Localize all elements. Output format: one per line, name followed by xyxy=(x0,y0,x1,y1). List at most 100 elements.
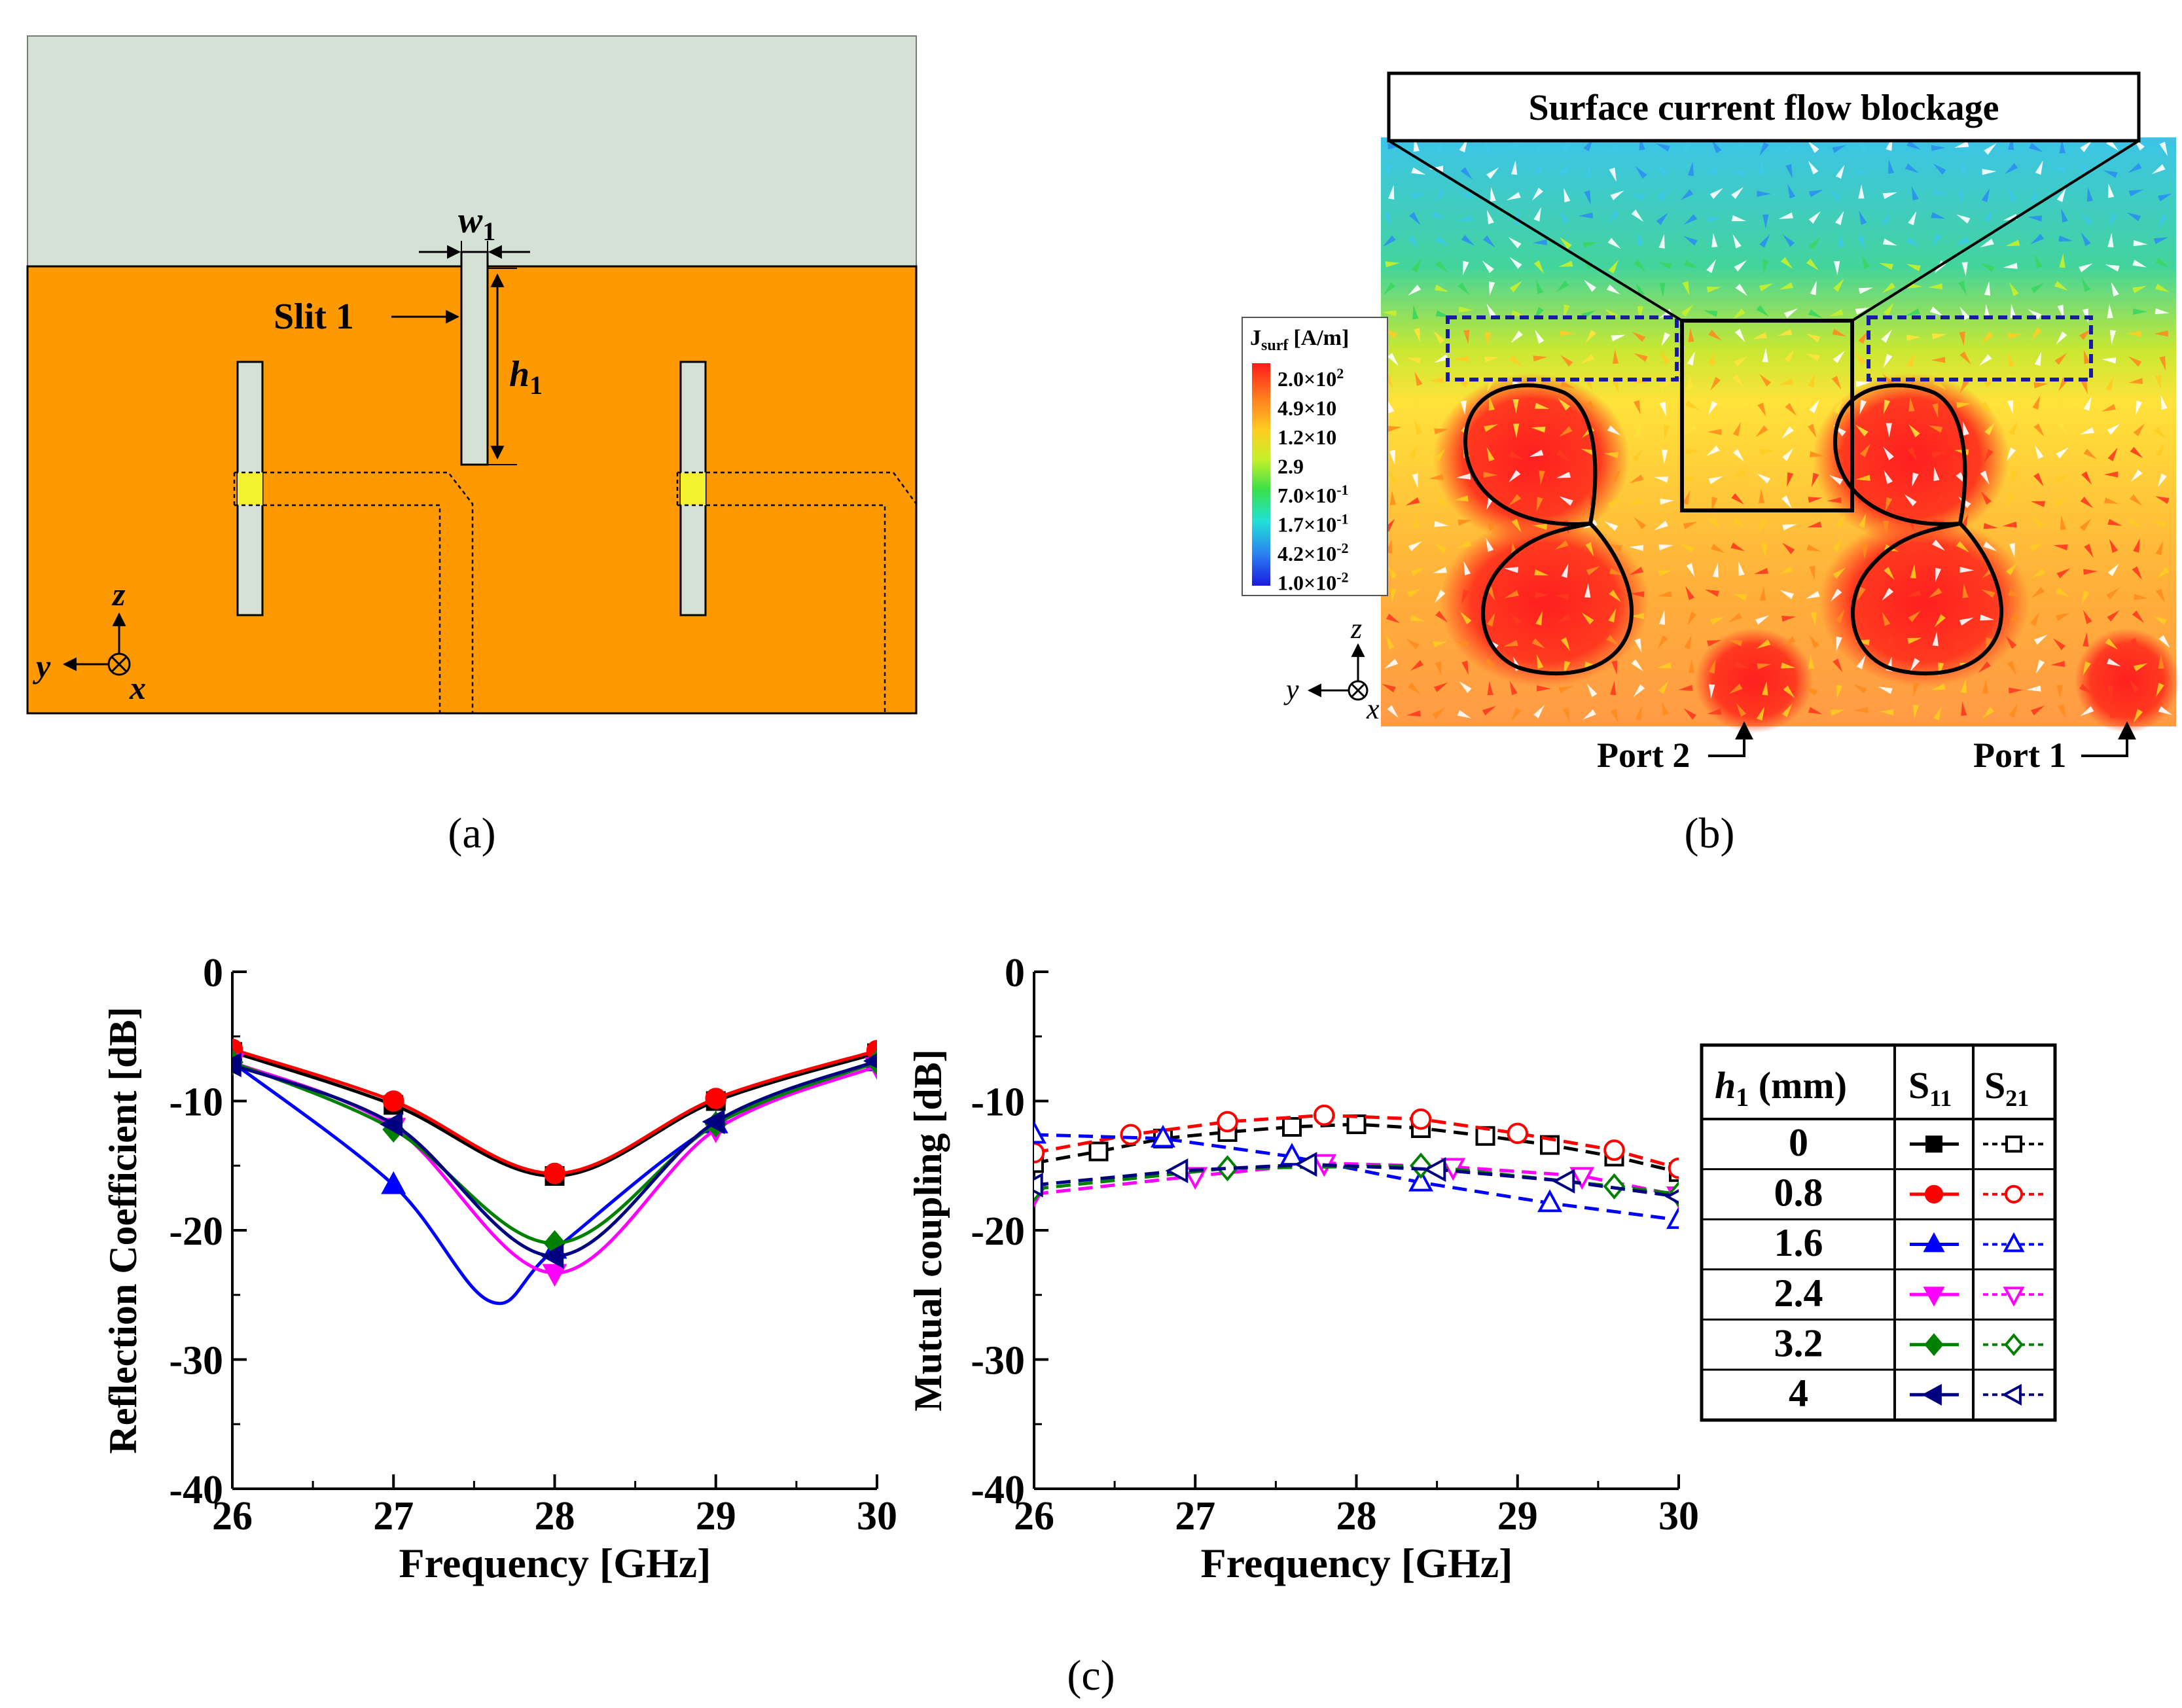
current-arrow xyxy=(1907,637,1922,645)
legend-header-h1: h1 (mm) xyxy=(1715,1064,1847,1112)
current-arrow xyxy=(1535,592,1550,599)
current-arrow xyxy=(1908,611,1922,622)
current-arrow xyxy=(1883,353,1893,368)
current-arrow xyxy=(1658,380,1673,390)
current-arrow xyxy=(1584,279,1597,292)
current-arrow xyxy=(2132,610,2145,623)
current-arrow xyxy=(1406,638,1420,650)
current-arrow xyxy=(1561,563,1569,578)
reflection-x-tick-label: 26 xyxy=(212,1494,253,1539)
mutual-series-4-point xyxy=(1423,1157,1446,1183)
current-arrow xyxy=(1833,567,1846,579)
current-arrow xyxy=(1511,330,1523,344)
current-arrow xyxy=(2059,139,2066,154)
current-arrow xyxy=(1488,396,1495,411)
current-arrow xyxy=(1858,287,1873,294)
mutual-y-tick-label: 0 xyxy=(1005,951,1025,995)
hot-spot-left-lower xyxy=(1440,517,1649,687)
current-arrow xyxy=(1831,376,1842,390)
current-arrow xyxy=(1387,565,1397,579)
reflection-series-0.8-point xyxy=(382,1090,404,1112)
current-arrow xyxy=(2061,207,2068,223)
current-arrow xyxy=(2005,240,2020,247)
left-feedline xyxy=(233,471,474,713)
current-arrow xyxy=(1931,357,1946,363)
current-arrow xyxy=(2133,538,2140,553)
current-arrow xyxy=(1910,658,1920,672)
colorbar-tick-label: 1.7×10-1 xyxy=(1278,511,1349,537)
right-feed-patch xyxy=(681,472,706,505)
legend-table: h1 (mm) S11 S21 0 0.8 1.6 2.4 3.2 4 xyxy=(1700,1043,2057,1422)
current-arrow xyxy=(1533,260,1545,274)
current-arrow xyxy=(1759,283,1774,292)
current-arrow xyxy=(1653,476,1668,483)
current-arrow xyxy=(1931,145,1946,151)
current-arrow xyxy=(1778,282,1794,290)
current-arrow xyxy=(1933,706,1942,721)
current-arrow xyxy=(1410,567,1425,577)
current-arrow xyxy=(2033,472,2044,487)
current-arrow xyxy=(1711,497,1718,512)
blockage-region xyxy=(1680,319,1854,512)
current-arrow xyxy=(1412,473,1418,488)
colorbar-tick-label: 1.2×10 xyxy=(1278,425,1336,449)
caption-a: (a) xyxy=(448,810,495,857)
current-arrow xyxy=(1434,428,1449,435)
current-arrow xyxy=(1687,611,1697,626)
current-arrow xyxy=(1858,330,1869,344)
current-arrow xyxy=(2156,588,2166,603)
current-arrow xyxy=(1610,190,1624,200)
current-arrow xyxy=(2132,285,2147,294)
current-arrow xyxy=(2030,501,2046,507)
current-arrow xyxy=(1707,429,1722,435)
current-arrow xyxy=(1656,143,1670,152)
current-arrow xyxy=(1805,353,1820,362)
current-arrow xyxy=(1657,188,1670,202)
current-arrow xyxy=(2007,589,2022,597)
current-arrow xyxy=(1728,639,1743,647)
current-arrow xyxy=(2007,660,2016,675)
current-arrow xyxy=(1607,544,1622,552)
mutual-series-3.2 xyxy=(1034,1152,1679,1207)
mutual-series-1.6-point xyxy=(1666,1206,1679,1229)
current-arrow xyxy=(2058,235,2073,242)
current-arrow xyxy=(1982,707,1995,719)
current-arrow xyxy=(2009,543,2015,558)
current-arrow xyxy=(1411,258,1422,273)
current-arrow xyxy=(2103,471,2119,478)
current-arrow xyxy=(1808,497,1823,503)
mutual-x-tick-label: 30 xyxy=(1658,1494,1699,1539)
current-arrow xyxy=(1558,686,1573,694)
current-arrow xyxy=(2030,188,2039,203)
current-arrow xyxy=(1388,185,1395,200)
current-arrow xyxy=(1934,494,1946,508)
current-arrow xyxy=(2008,333,2023,340)
current-arrow xyxy=(1529,450,1544,457)
current-arrow xyxy=(1511,141,1525,151)
current-arrow xyxy=(2102,404,2117,412)
current-arrow xyxy=(1435,188,1446,202)
current-arrow xyxy=(1711,139,1722,154)
current-arrow xyxy=(1728,683,1743,694)
mutual-series-0.8-point xyxy=(1668,1157,1679,1179)
current-arrow xyxy=(1853,684,1867,694)
current-arrow xyxy=(2056,400,2071,410)
current-arrow xyxy=(1958,280,1967,295)
current-arrow xyxy=(1808,189,1823,198)
y-axis-label: y xyxy=(1283,673,1299,705)
current-arrow xyxy=(1414,328,1421,343)
current-arrow xyxy=(2028,309,2042,320)
current-arrow xyxy=(1609,168,1617,183)
current-arrow xyxy=(1509,681,1518,696)
current-arrow xyxy=(2081,380,2088,395)
current-arrow xyxy=(1956,214,1971,224)
current-arrow xyxy=(2032,395,2041,410)
current-arrow xyxy=(1761,543,1767,558)
mutual-y-tick-label: -20 xyxy=(971,1209,1025,1254)
current-arrow xyxy=(1882,238,1897,246)
current-arrow xyxy=(1434,284,1449,293)
current-arrow xyxy=(1559,426,1573,437)
current-arrow xyxy=(2153,237,2168,245)
current-arrow xyxy=(1932,632,1939,647)
